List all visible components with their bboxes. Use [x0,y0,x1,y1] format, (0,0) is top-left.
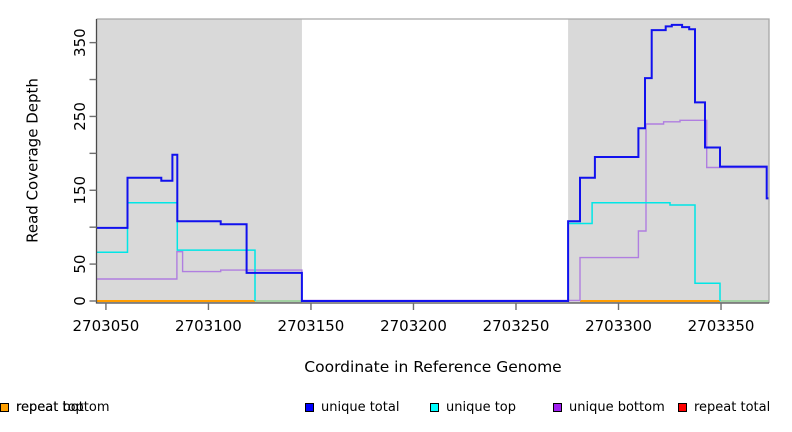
legend-swatch-repeat-bottom [0,402,9,412]
x-tick-label: 2703250 [483,317,550,335]
y-axis-title: Read Coverage Depth [23,78,42,243]
legend-swatch-unique-top [430,402,439,412]
series-unique-top-line [567,202,721,301]
x-tick-label: 2703150 [278,317,345,335]
legend-item-repeat-total: repeat total [678,399,771,415]
series-unique-total-line [96,23,769,302]
legend-swatch-unique-total [305,402,314,412]
y-tick-label: 250 [71,102,89,131]
x-tick-label: 2703050 [73,317,140,335]
repeat-region-band [568,19,769,303]
legend-item-unique-bottom: unique bottom [553,399,665,415]
repeat-region-band [96,19,302,303]
x-tick-label: 2703350 [688,317,755,335]
x-tick-label: 2703100 [175,317,242,335]
y-tick-label: 0 [71,296,89,306]
plot-box-left-bottom [95,19,769,304]
y-tick-label: 50 [71,255,89,274]
legend-swatch-unique-bottom [553,402,562,412]
legend-label: repeat top [16,399,84,415]
legend-label: repeat total [694,399,771,415]
legend-label: unique top [446,399,517,415]
x-tick-label: 2703300 [585,317,652,335]
legend-label: unique bottom [569,399,665,415]
y-tick-label: 150 [71,176,89,205]
x-tick-label: 2703200 [380,317,447,335]
legend-item-unique-total: unique total [305,399,400,415]
plot-box-top-right [96,18,770,303]
legend-item-unique-top: unique top [430,399,517,415]
y-tick-label: 350 [71,28,89,57]
series-unique-bottom-line [96,119,769,302]
legend-swatch-repeat-total [678,402,687,412]
legend-item-repeat-bottom: repeat bottom [0,399,110,415]
x-axis-title: Coordinate in Reference Genome [304,358,562,376]
legend-label: repeat bottom [16,399,110,415]
legend-label: unique total [321,399,400,415]
